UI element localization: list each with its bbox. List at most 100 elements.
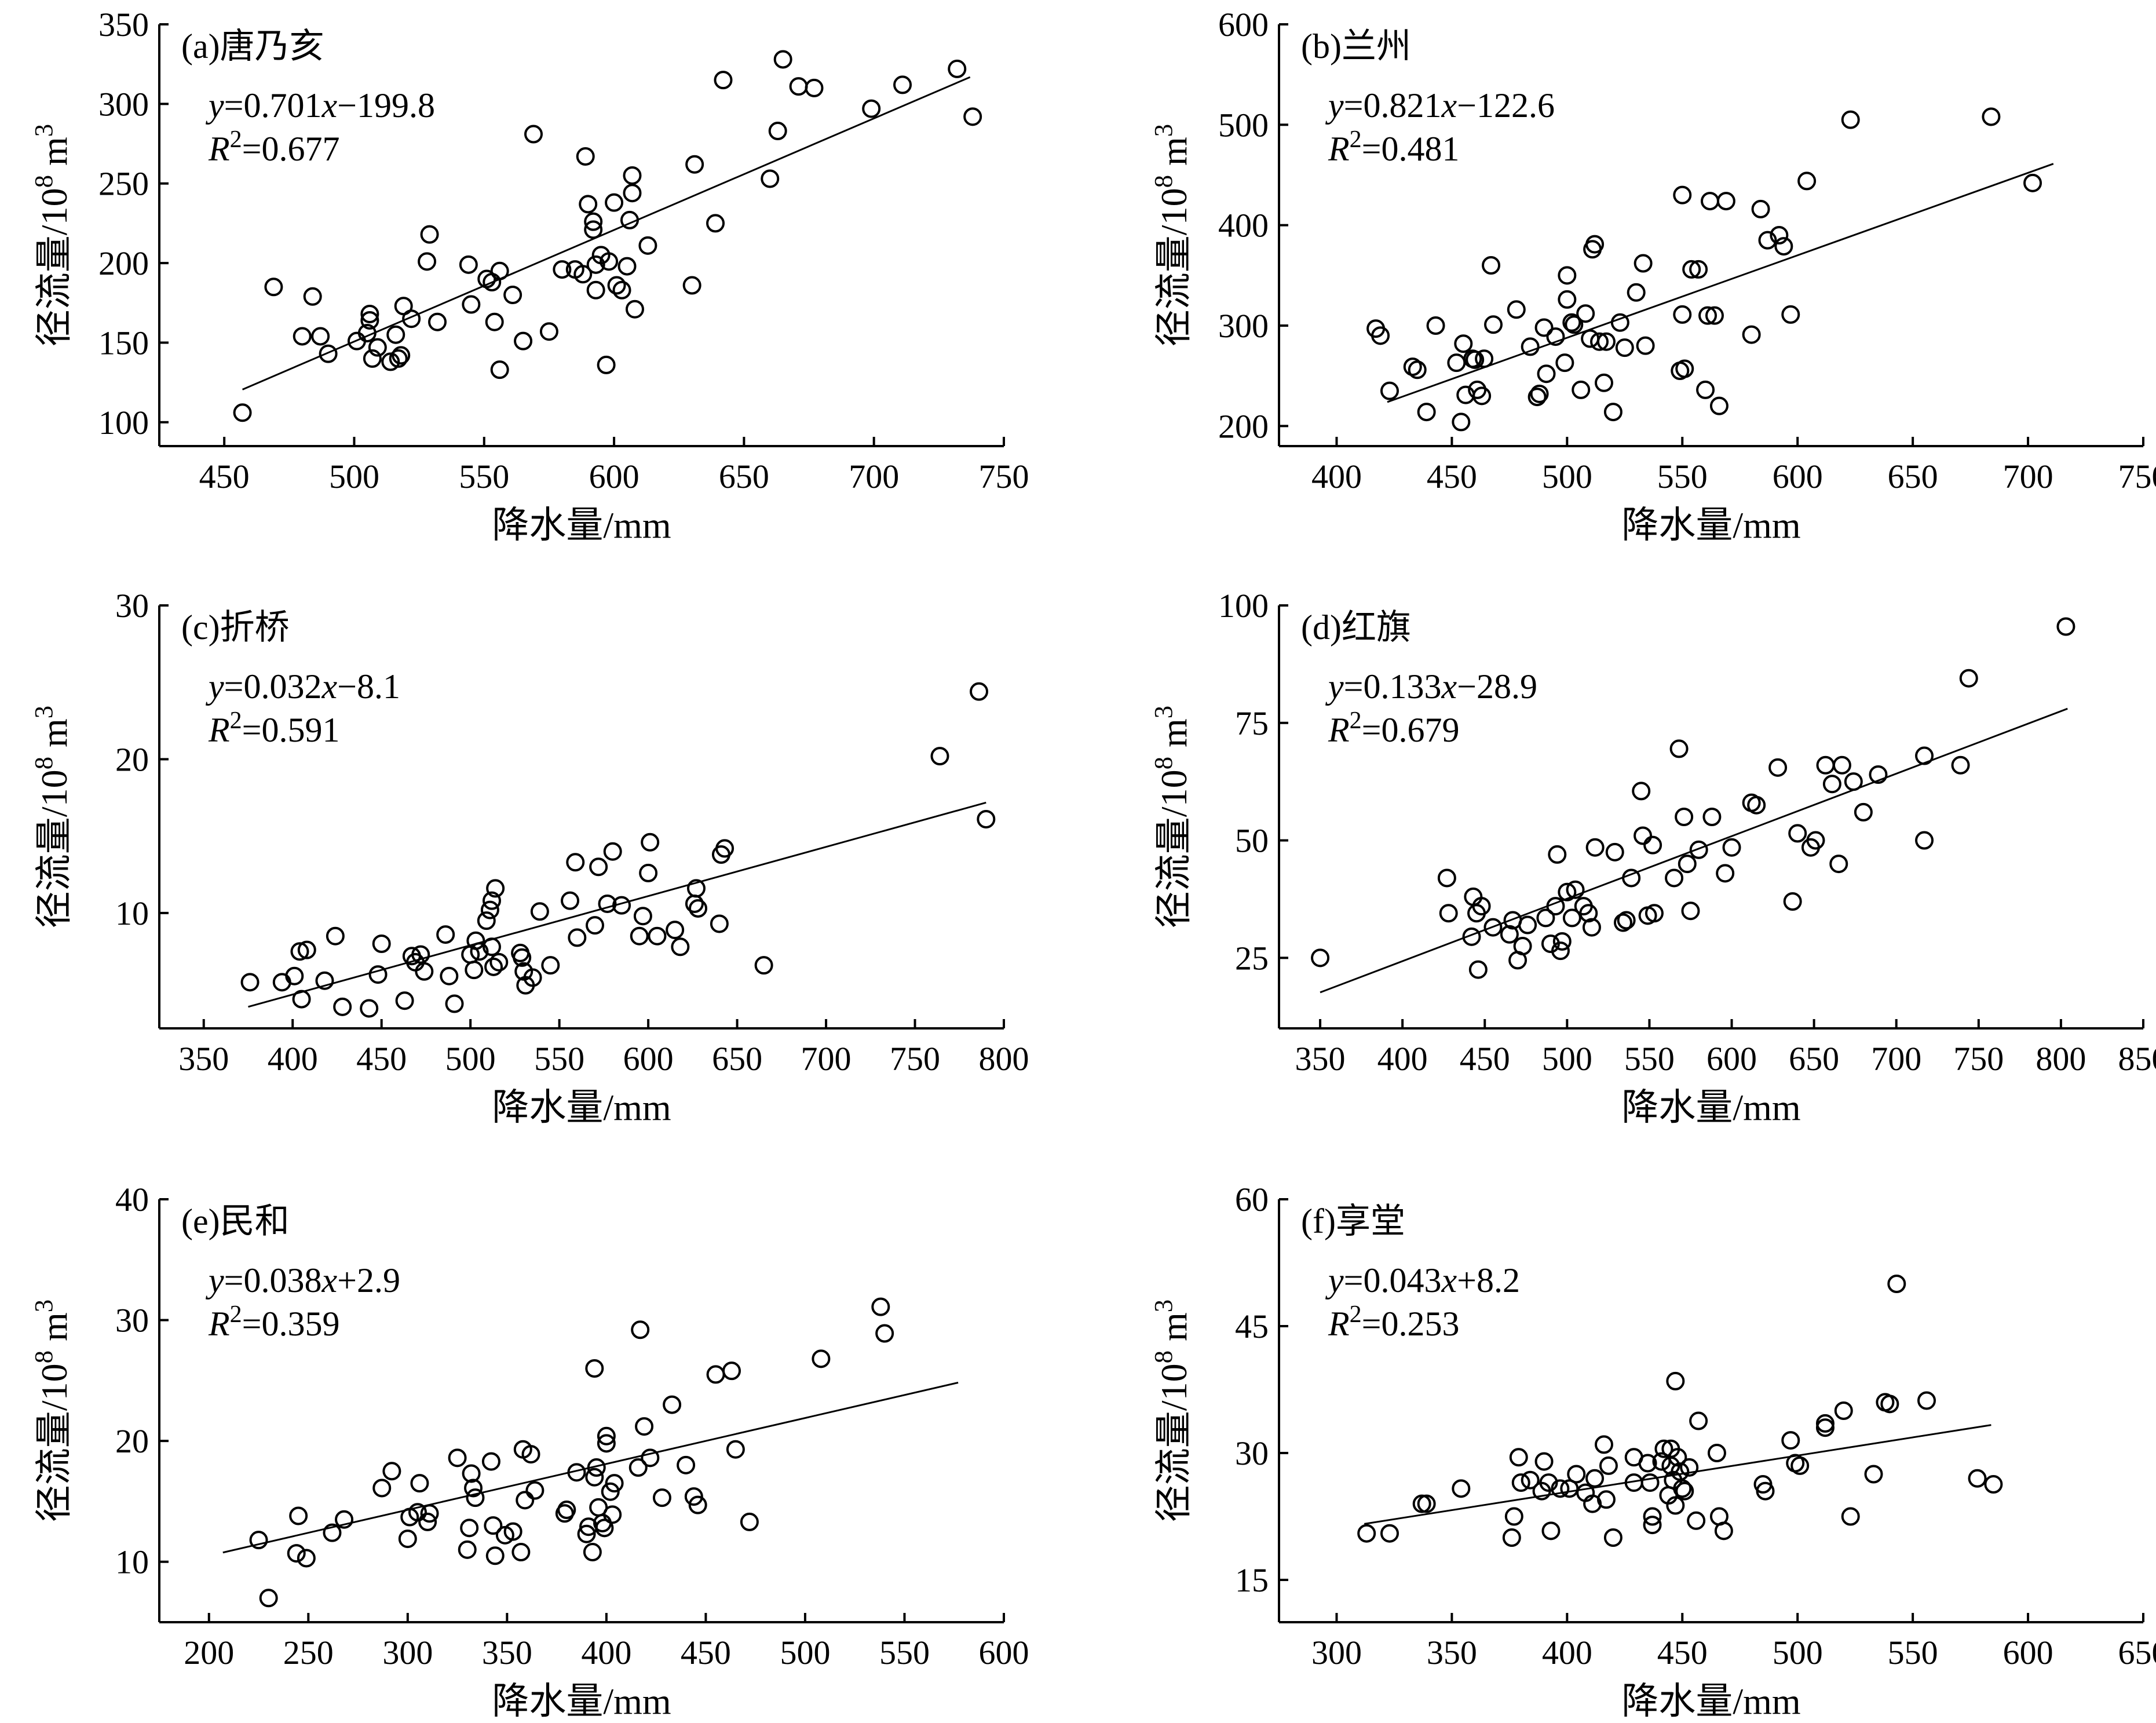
- x-tick-label: 850: [2118, 1040, 2156, 1078]
- data-point: [1558, 266, 1577, 285]
- data-point: [1558, 882, 1577, 901]
- x-tick-label: 600: [979, 1634, 1029, 1671]
- x-tick-label: 650: [712, 1040, 762, 1078]
- data-point: [812, 1349, 831, 1368]
- data-point: [466, 931, 485, 950]
- data-point: [1636, 336, 1655, 355]
- data-point: [1572, 380, 1591, 399]
- data-point: [1581, 329, 1600, 348]
- data-point: [249, 1531, 268, 1550]
- x-tick-label: 400: [268, 1040, 318, 1078]
- data-point: [489, 952, 509, 972]
- data-point: [410, 1474, 429, 1493]
- data-point: [1666, 1371, 1685, 1390]
- data-point: [686, 879, 706, 898]
- data-point: [607, 276, 626, 295]
- data-point: [1437, 868, 1456, 888]
- y-tick-label: 100: [98, 404, 149, 441]
- x-tick-label: 300: [382, 1634, 433, 1671]
- y-tick-label: 200: [1218, 407, 1269, 445]
- data-point: [641, 833, 660, 852]
- data-point: [577, 1524, 596, 1543]
- data-point: [333, 997, 352, 1016]
- data-point: [1829, 855, 1848, 874]
- y-tick-label: 40: [115, 1181, 149, 1218]
- data-point: [1548, 845, 1567, 864]
- data-point: [323, 1523, 342, 1542]
- data-point: [1357, 1524, 1376, 1543]
- x-axis-label: 降水量/mm: [1621, 1681, 1800, 1722]
- data-point: [1482, 256, 1501, 275]
- data-point: [1546, 327, 1565, 346]
- data-point: [1702, 808, 1722, 826]
- data-point: [586, 255, 605, 274]
- data-point: [1541, 1521, 1561, 1541]
- data-point: [1403, 357, 1422, 377]
- data-point: [1982, 107, 2001, 126]
- data-point: [368, 338, 387, 357]
- data-point: [1689, 1411, 1708, 1430]
- data-point: [1781, 1431, 1800, 1450]
- x-tick-label: 650: [2118, 1634, 2156, 1671]
- x-tick-label: 450: [199, 458, 250, 495]
- x-axis-label: 降水量/mm: [492, 1087, 671, 1128]
- data-point: [666, 921, 685, 940]
- x-tick-label: 500: [780, 1634, 830, 1671]
- data-point: [1603, 1528, 1623, 1547]
- data-point: [335, 1510, 354, 1529]
- data-point: [1513, 937, 1532, 956]
- data-point: [490, 360, 509, 379]
- data-point: [1675, 359, 1694, 378]
- data-point: [1689, 840, 1708, 859]
- x-tick-label: 750: [1953, 1040, 2004, 1078]
- data-point: [514, 331, 533, 351]
- x-tick-label: 400: [1311, 458, 1362, 495]
- data-point: [1472, 897, 1491, 916]
- data-point: [761, 169, 780, 188]
- data-point: [1599, 1456, 1618, 1475]
- data-point: [1822, 775, 1841, 794]
- data-point: [1555, 353, 1574, 373]
- data-point: [1585, 1469, 1605, 1488]
- r-squared: R2=0.253: [1328, 1301, 1460, 1343]
- data-point: [706, 214, 725, 233]
- y-tick-label: 300: [1218, 307, 1269, 345]
- data-point: [484, 957, 503, 976]
- chart-panel-2: 400 450 500 550 600 650 700 750 200 300 400 500 600 降…: [1149, 6, 2156, 546]
- data-point: [1610, 313, 1629, 332]
- data-point: [1472, 386, 1492, 406]
- data-point: [1841, 1507, 1860, 1526]
- regression-equation: y=0.821x−122.6: [1325, 86, 1555, 125]
- data-point: [481, 1452, 500, 1471]
- data-point: [1594, 1435, 1613, 1454]
- data-point: [586, 916, 605, 935]
- data-point: [1605, 842, 1624, 862]
- y-tick-label: 30: [1235, 1434, 1269, 1472]
- data-point: [382, 1462, 401, 1481]
- x-tick-label: 600: [1706, 1040, 1757, 1078]
- data-point: [395, 991, 414, 1010]
- data-point: [1454, 334, 1473, 353]
- x-tick-label: 600: [589, 458, 640, 495]
- data-point: [460, 1518, 479, 1538]
- data-point: [773, 50, 792, 69]
- data-point: [1669, 739, 1689, 758]
- data-point: [1643, 1507, 1662, 1526]
- data-point: [1643, 835, 1662, 855]
- data-point: [638, 236, 657, 255]
- data-point: [402, 309, 421, 328]
- regression-equation: y=0.043x+8.2: [1325, 1261, 1520, 1299]
- x-tick-label: 450: [356, 1040, 407, 1078]
- data-point: [714, 71, 733, 90]
- data-point: [805, 78, 824, 97]
- data-point: [386, 325, 405, 344]
- data-point: [1582, 918, 1601, 937]
- data-point: [1673, 305, 1692, 324]
- data-point: [240, 973, 260, 992]
- data-point: [363, 349, 382, 368]
- data-point: [652, 1488, 671, 1507]
- data-point: [1716, 192, 1735, 211]
- x-tick-label: 300: [1311, 1634, 1362, 1671]
- data-point: [663, 1395, 682, 1414]
- y-tick-label: 300: [98, 85, 149, 123]
